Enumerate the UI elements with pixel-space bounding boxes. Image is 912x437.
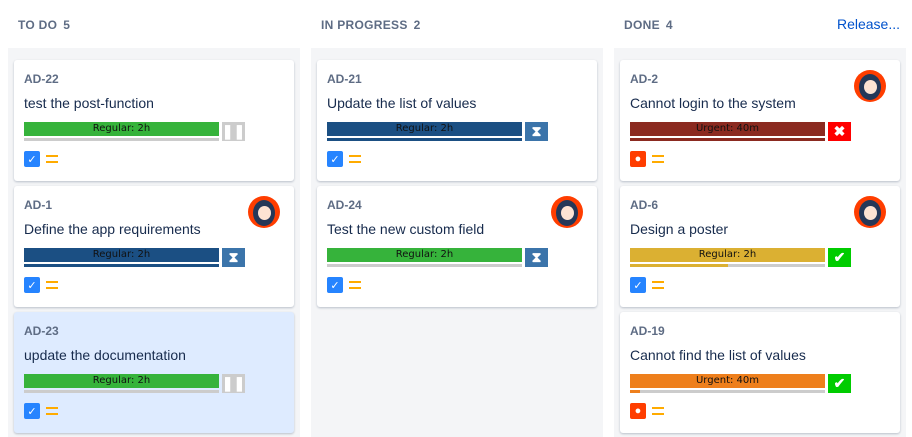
priority-medium-icon: [652, 281, 664, 289]
column-header: TO DO 5: [18, 18, 294, 36]
issue-card[interactable]: AD-24 Test the new custom field Regular:…: [317, 186, 597, 307]
issue-summary: test the post-function: [24, 95, 154, 111]
sla-bar: Regular: 2h: [24, 122, 219, 136]
issue-summary: Cannot login to the system: [630, 95, 796, 111]
issue-key[interactable]: AD-2: [630, 72, 659, 86]
issue-summary: Update the list of values: [327, 95, 477, 111]
issue-key[interactable]: AD-24: [327, 198, 362, 212]
assignee-avatar[interactable]: [854, 196, 886, 228]
column-count: 5: [63, 18, 71, 32]
issue-key[interactable]: AD-1: [24, 198, 53, 212]
column-count: 2: [413, 18, 421, 32]
task-checkbox-icon: ✓: [24, 277, 40, 293]
column-done: DONE 4 Release... AD-2 Cannot login to the…: [614, 0, 906, 437]
sla-progress: [630, 138, 825, 141]
pause-icon: ❚❚: [221, 374, 246, 393]
task-checkbox-icon: ✓: [24, 403, 40, 419]
column-count: 4: [665, 18, 673, 32]
priority-medium-icon: [349, 281, 361, 289]
sla-progress: [327, 264, 522, 267]
task-checkbox-icon: ✓: [327, 151, 343, 167]
issue-key[interactable]: AD-22: [24, 72, 59, 86]
issue-card[interactable]: AD-22 test the post-function Regular: 2h…: [14, 60, 294, 181]
issue-card[interactable]: AD-1 Define the app requirements Regular…: [14, 186, 294, 307]
column-body: AD-22 test the post-function Regular: 2h…: [8, 48, 300, 437]
sla-progress: [24, 390, 219, 393]
sla-progress: [630, 390, 825, 393]
sla-progress: [24, 138, 219, 141]
priority-medium-icon: [652, 155, 664, 163]
column-title: TO DO: [18, 18, 58, 32]
issue-card[interactable]: AD-6 Design a poster Regular: 2h ✔ ✓: [620, 186, 900, 307]
pause-icon: ❚❚: [221, 122, 246, 141]
bug-icon: ●: [630, 151, 646, 167]
bug-icon: ●: [630, 403, 646, 419]
priority-medium-icon: [46, 407, 58, 415]
x-icon: ✖: [828, 122, 851, 141]
sla-bar: Regular: 2h: [630, 248, 825, 262]
priority-medium-icon: [46, 281, 58, 289]
issue-key[interactable]: AD-21: [327, 72, 362, 86]
task-checkbox-icon: ✓: [327, 277, 343, 293]
column-header: IN PROGRESS 2: [321, 18, 597, 36]
issue-summary: Test the new custom field: [327, 221, 485, 237]
hourglass-icon: ⧗: [222, 248, 245, 267]
column-to-do: TO DO 5 AD-22 test the post-function Regu…: [8, 0, 300, 437]
sla-bar: Urgent: 40m: [630, 374, 825, 388]
issue-summary: Design a poster: [630, 221, 729, 237]
sla-bar: Regular: 2h: [327, 122, 522, 136]
sla-bar: Urgent: 40m: [630, 122, 825, 136]
task-checkbox-icon: ✓: [630, 277, 646, 293]
issue-summary: Cannot find the list of values: [630, 347, 806, 363]
sla-progress: [327, 138, 522, 141]
issue-key[interactable]: AD-19: [630, 324, 665, 338]
issue-key[interactable]: AD-23: [24, 324, 59, 338]
priority-medium-icon: [349, 155, 361, 163]
column-header: DONE 4 Release...: [624, 16, 900, 36]
sla-progress: [24, 264, 219, 267]
issue-card[interactable]: AD-2 Cannot login to the system Urgent: …: [620, 60, 900, 181]
column-body: AD-21 Update the list of values Regular:…: [311, 48, 603, 437]
sla-bar: Regular: 2h: [327, 248, 522, 262]
sla-progress: [630, 264, 825, 267]
hourglass-icon: ⧗: [525, 122, 548, 141]
check-icon: ✔: [828, 374, 851, 393]
release-link[interactable]: Release...: [836, 16, 900, 32]
assignee-avatar[interactable]: [248, 196, 280, 228]
sla-bar: Regular: 2h: [24, 374, 219, 388]
issue-summary: Define the app requirements: [24, 221, 201, 237]
column-body: AD-2 Cannot login to the system Urgent: …: [614, 48, 906, 437]
priority-medium-icon: [46, 155, 58, 163]
assignee-avatar[interactable]: [551, 196, 583, 228]
issue-summary: update the documentation: [24, 347, 186, 363]
issue-card[interactable]: AD-23 update the documentation Regular: …: [14, 312, 294, 433]
column-in-progress: IN PROGRESS 2 AD-21 Update the list of va…: [311, 0, 603, 437]
issue-key[interactable]: AD-6: [630, 198, 659, 212]
hourglass-icon: ⧗: [525, 248, 548, 267]
priority-medium-icon: [652, 407, 664, 415]
check-icon: ✔: [828, 248, 851, 267]
sla-bar: Regular: 2h: [24, 248, 219, 262]
issue-card[interactable]: AD-21 Update the list of values Regular:…: [317, 60, 597, 181]
assignee-avatar[interactable]: [854, 70, 886, 102]
column-title: DONE: [624, 18, 660, 32]
issue-card[interactable]: AD-19 Cannot find the list of values Urg…: [620, 312, 900, 433]
task-checkbox-icon: ✓: [24, 151, 40, 167]
column-title: IN PROGRESS: [321, 18, 408, 32]
